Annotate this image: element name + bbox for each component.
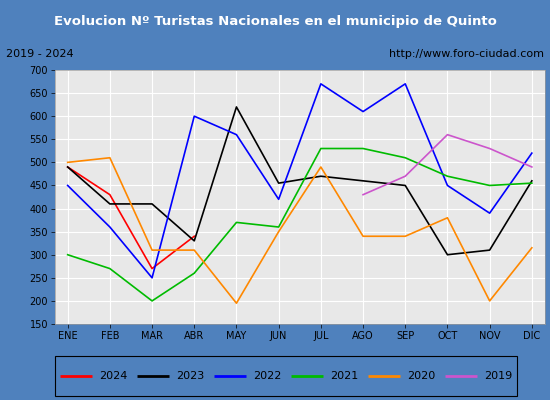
Text: Evolucion Nº Turistas Nacionales en el municipio de Quinto: Evolucion Nº Turistas Nacionales en el m… (53, 14, 497, 28)
Text: 2023: 2023 (176, 371, 204, 381)
Text: 2024: 2024 (99, 371, 127, 381)
Text: 2019: 2019 (484, 371, 512, 381)
Text: 2019 - 2024: 2019 - 2024 (6, 49, 73, 59)
Text: http://www.foro-ciudad.com: http://www.foro-ciudad.com (389, 49, 544, 59)
Text: 2022: 2022 (253, 371, 281, 381)
Text: 2020: 2020 (407, 371, 435, 381)
Text: 2021: 2021 (330, 371, 358, 381)
